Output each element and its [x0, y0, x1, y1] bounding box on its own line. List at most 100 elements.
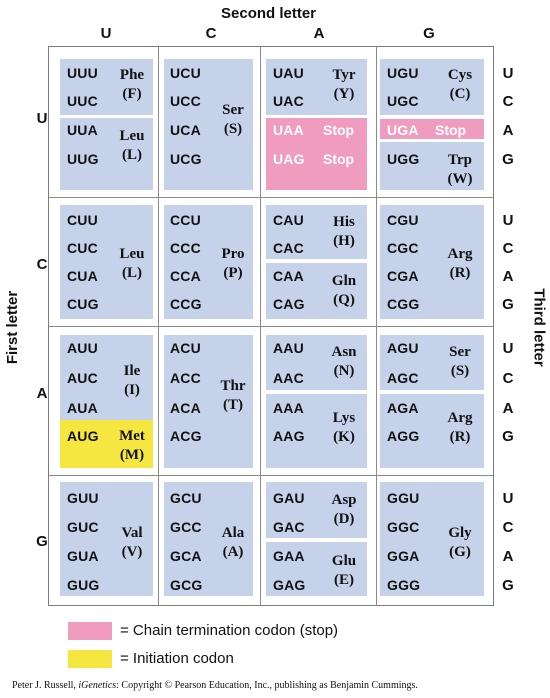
- codon-aac: AAC: [273, 370, 304, 386]
- codon-uuu: UUU: [67, 65, 98, 81]
- second-letter-title: Second letter: [221, 5, 317, 22]
- codon-cga: CGA: [387, 268, 419, 284]
- codon-agc: AGC: [387, 370, 419, 386]
- aa-val: Val (V): [121, 525, 143, 560]
- aa-gly: Gly (G): [448, 525, 472, 560]
- aa-ala: Ala (A): [221, 525, 245, 560]
- codon-agg: AGG: [387, 428, 420, 444]
- legend-start-text: = Initiation codon: [120, 650, 234, 667]
- codon-gga: GGA: [387, 548, 420, 564]
- codon-cag: CAG: [273, 296, 305, 312]
- cell-ug-bottom: [380, 142, 484, 190]
- third-u-1: U: [502, 65, 514, 82]
- stop-label-uga: Stop: [435, 122, 467, 138]
- codon-ggc: GGC: [387, 519, 420, 535]
- codon-cau: CAU: [273, 212, 304, 228]
- aa-arg-cg: Arg (R): [447, 246, 473, 281]
- codon-acu: ACU: [170, 340, 201, 356]
- codon-cgc: CGC: [387, 240, 419, 256]
- codon-gca: GCA: [170, 548, 202, 564]
- codon-guu: GUU: [67, 490, 99, 506]
- third-a-4: A: [502, 548, 514, 565]
- aa-phe: Phe (F): [119, 67, 145, 102]
- codon-auu: AUU: [67, 340, 98, 356]
- cell-gu: [60, 482, 153, 596]
- aa-gln: Gln (Q): [331, 273, 357, 308]
- third-u-2: U: [502, 212, 514, 229]
- codon-aaa: AAA: [273, 400, 304, 416]
- codon-aug: AUG: [67, 428, 99, 444]
- aa-lys: Lys (K): [332, 410, 356, 445]
- codon-ugc: UGC: [387, 93, 419, 109]
- cell-gc: [164, 482, 253, 596]
- row-header-g: G: [36, 533, 48, 550]
- codon-uca: UCA: [170, 122, 201, 138]
- copyright-credit: Peter J. Russell, iGenetics: Copyright ©…: [12, 680, 418, 691]
- codon-gau: GAU: [273, 490, 305, 506]
- third-c-2: C: [502, 240, 514, 257]
- codon-gag: GAG: [273, 577, 306, 593]
- cell-ca-bottom: [266, 263, 367, 319]
- cell-cg: [380, 205, 484, 319]
- aa-asp: Asp (D): [331, 492, 357, 527]
- cell-ac: [164, 335, 253, 468]
- third-a-1: A: [502, 122, 514, 139]
- codon-aga: AGA: [387, 400, 419, 416]
- cell-ga-bottom: [266, 542, 367, 596]
- cell-aug-start: [60, 420, 153, 468]
- codon-cac: CAC: [273, 240, 304, 256]
- cell-ag-bottom: [380, 394, 484, 468]
- aa-ile: Ile (I): [123, 363, 141, 398]
- aa-asn: Asn (N): [331, 344, 357, 379]
- aa-pro: Pro (P): [221, 246, 245, 281]
- codon-caa: CAA: [273, 268, 304, 284]
- cell-cc: [164, 205, 253, 319]
- cell-aa-bottom: [266, 394, 367, 468]
- aa-leu-uu: Leu (L): [119, 128, 145, 163]
- codon-ggu: GGU: [387, 490, 420, 506]
- third-u-3: U: [502, 340, 514, 357]
- codon-cuu: CUU: [67, 212, 98, 228]
- codon-ccg: CCG: [170, 296, 202, 312]
- third-c-1: C: [502, 93, 514, 110]
- legend-start-swatch: [68, 650, 112, 668]
- cell-ua-stop: [266, 118, 367, 190]
- codon-gua: GUA: [67, 548, 99, 564]
- cell-ug-stop: [380, 119, 484, 139]
- third-u-4: U: [502, 490, 514, 507]
- codon-ucu: UCU: [170, 65, 201, 81]
- third-g-1: G: [502, 151, 514, 168]
- aa-ser-ag: Ser (S): [449, 344, 471, 379]
- codon-gcc: GCC: [170, 519, 202, 535]
- column-header-c: C: [205, 25, 217, 42]
- codon-guc: GUC: [67, 519, 99, 535]
- column-header-u: U: [100, 25, 112, 42]
- codon-cgu: CGU: [387, 212, 419, 228]
- codon-aca: ACA: [170, 400, 201, 416]
- codon-agu: AGU: [387, 340, 419, 356]
- aa-his: His (H): [333, 214, 355, 249]
- cell-cu: [60, 205, 153, 319]
- cell-au: [60, 335, 153, 420]
- codon-uug: UUG: [67, 151, 99, 167]
- aa-trp: Trp (W): [447, 152, 473, 187]
- codon-acg: ACG: [170, 428, 202, 444]
- codon-ggg: GGG: [387, 577, 421, 593]
- row-header-a: A: [36, 385, 48, 402]
- codon-cuc: CUC: [67, 240, 98, 256]
- third-a-2: A: [502, 268, 514, 285]
- third-c-4: C: [502, 519, 514, 536]
- cell-ua-top: [266, 59, 367, 115]
- codon-acc: ACC: [170, 370, 201, 386]
- stop-label-uag: Stop: [323, 151, 355, 167]
- aa-thr: Thr (T): [220, 378, 246, 413]
- codon-aua: AUA: [67, 400, 98, 416]
- codon-gac: GAC: [273, 519, 305, 535]
- row-header-c: C: [36, 256, 48, 273]
- codon-ugg: UGG: [387, 151, 420, 167]
- codon-cua: CUA: [67, 268, 98, 284]
- cell-uc: [164, 59, 253, 190]
- codon-uaa: UAA: [273, 122, 304, 138]
- codon-aau: AAU: [273, 340, 304, 356]
- aa-glu: Glu (E): [331, 553, 357, 588]
